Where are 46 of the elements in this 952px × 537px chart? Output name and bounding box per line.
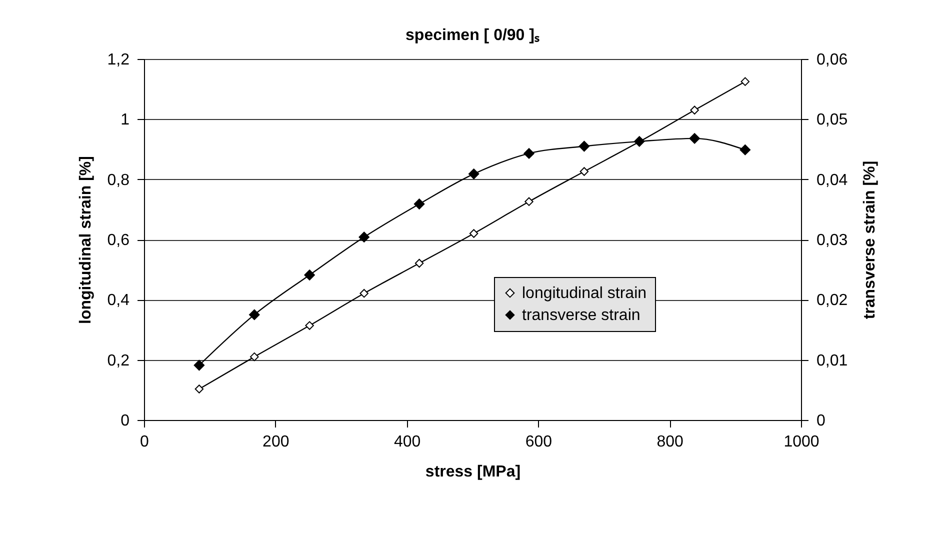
- point: [305, 321, 314, 330]
- legend-label: longitudinal strain: [522, 285, 647, 302]
- point: [469, 229, 478, 238]
- y-tick-label: 0,8: [107, 172, 130, 189]
- x-tick-label: 1000: [784, 434, 820, 450]
- point: [194, 360, 205, 371]
- y-axis-title: longitudinal strain [%]: [77, 156, 94, 324]
- point: [360, 288, 368, 298]
- point: [414, 198, 425, 210]
- x-tick-label: 400: [394, 434, 421, 450]
- y2-tick-label: 0,05: [816, 112, 848, 129]
- point: [414, 258, 424, 268]
- point: [194, 384, 204, 394]
- y-tick-label: 1: [120, 112, 130, 129]
- y-tick-label: 0: [120, 412, 130, 430]
- x-tick-label: 600: [525, 434, 552, 450]
- y-tick-label: 0,6: [107, 232, 130, 249]
- point: [740, 144, 751, 156]
- y2-tick-label: 0,04: [816, 172, 848, 189]
- point: [249, 309, 260, 320]
- point: [578, 140, 590, 152]
- y-tick-label: 1,2: [107, 52, 130, 68]
- x-axis-title: stress [MPa]: [425, 464, 521, 480]
- x-tick-label: 200: [262, 434, 290, 450]
- point: [580, 167, 589, 176]
- point: [740, 77, 750, 86]
- legend-label: transverse strain: [522, 307, 640, 324]
- chart-title: specimen [ 0/90 ]ₛ: [406, 27, 540, 44]
- y2-tick-label: 0,02: [816, 292, 848, 310]
- y2-tick-label: 0: [816, 412, 826, 430]
- y-tick-label: 0,2: [107, 352, 130, 370]
- point: [358, 232, 370, 242]
- y2-tick-label: 0,01: [816, 352, 848, 370]
- y2-axis-title: transverse strain [%]: [862, 160, 879, 320]
- point: [304, 270, 315, 280]
- y2-tick-label: 0,03: [816, 232, 848, 249]
- x-tick-label: 0: [140, 434, 150, 450]
- point: [689, 133, 700, 144]
- x-tick-label: 800: [656, 434, 684, 450]
- y2-tick-label: 0,06: [816, 52, 848, 68]
- point: [524, 197, 534, 206]
- point: [468, 168, 480, 180]
- y-tick-label: 0,4: [107, 292, 130, 310]
- point: [524, 148, 534, 159]
- point: [250, 352, 259, 362]
- point: [690, 106, 699, 115]
